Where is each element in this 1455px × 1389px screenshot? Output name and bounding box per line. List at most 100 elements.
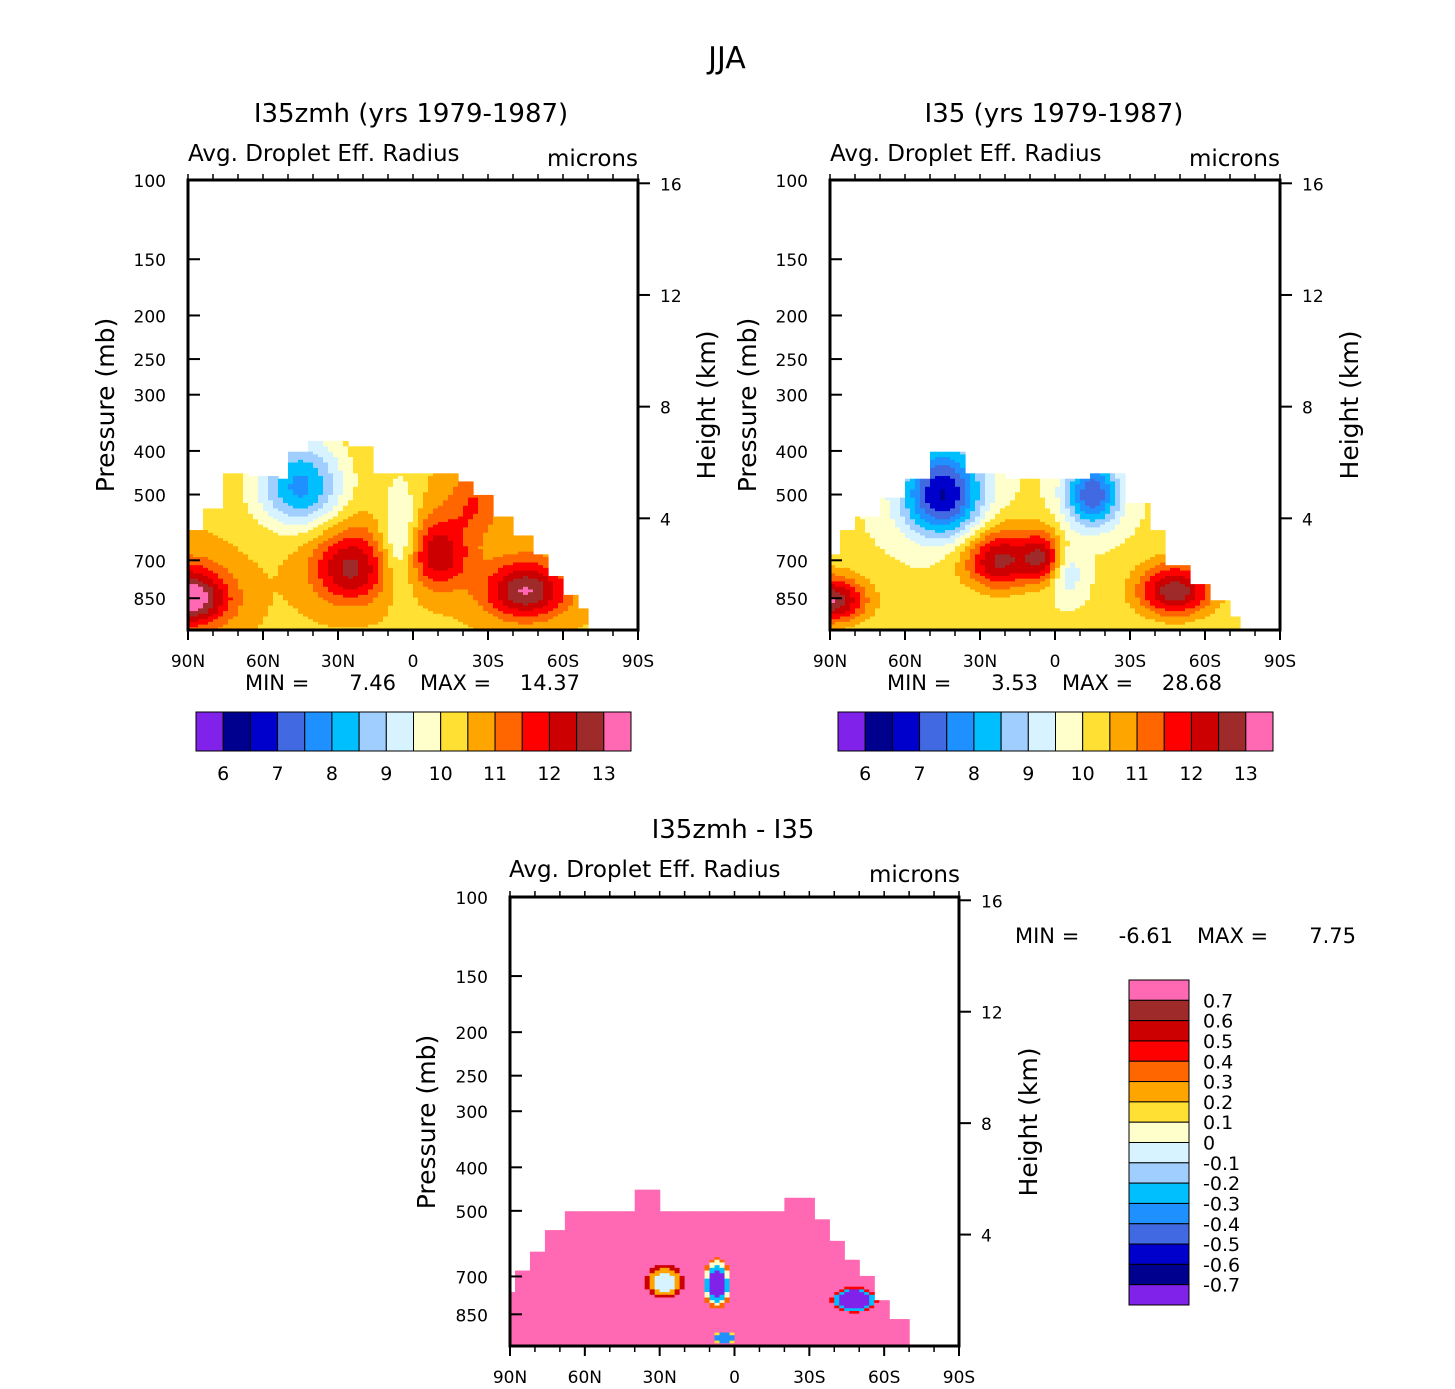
contour-cell: [213, 535, 219, 539]
contour-cell: [318, 578, 324, 582]
contour-cell: [895, 538, 901, 542]
contour-cell: [418, 592, 424, 596]
contour-cell: [553, 613, 559, 618]
contour-cell: [318, 546, 324, 550]
contour-cell: [885, 497, 891, 501]
contour-cell: [448, 481, 454, 485]
contour-cell: [303, 605, 309, 609]
contour-cell: [353, 597, 359, 601]
contour-cell: [920, 557, 926, 561]
contour-cell: [885, 594, 891, 599]
contour-cell: [358, 462, 364, 466]
contour-cell: [413, 532, 419, 537]
contour-cell: [458, 489, 464, 493]
contour-cell: [313, 503, 319, 507]
contour-cell: [428, 535, 434, 539]
contour-cell: [383, 584, 389, 588]
contour-cell: [463, 543, 469, 547]
contour-cell: [443, 481, 449, 485]
contour-cell: [253, 494, 259, 499]
contour-cell: [890, 548, 896, 553]
contour-cell: [318, 565, 324, 569]
contour-cell: [418, 540, 424, 545]
contour-cell: [398, 532, 404, 537]
contour-cell: [358, 492, 364, 496]
contour-cell: [483, 538, 489, 542]
contour-cell: [328, 451, 334, 456]
contour-cell: [438, 543, 444, 547]
colorbar-label: 11: [483, 763, 507, 785]
contour-cell: [875, 559, 881, 564]
contour-cell: [198, 600, 204, 604]
contour-cell: [238, 586, 244, 591]
contour-cell: [488, 619, 494, 623]
contour-cell: [203, 586, 209, 591]
contour-cell: [493, 540, 499, 545]
contour-cell: [293, 616, 299, 620]
contour-cell: [850, 611, 856, 615]
contour-cell: [238, 473, 244, 477]
contour-cell: [880, 581, 886, 585]
contour-cell: [243, 592, 249, 596]
contour-cell: [353, 619, 359, 623]
contour-cell: [373, 624, 379, 628]
contour-cell: [423, 575, 429, 580]
contour-cell: [408, 505, 414, 510]
contour-cell: [473, 530, 479, 534]
contour-cell: [433, 554, 439, 558]
contour-cell: [373, 602, 379, 607]
contour-cell: [483, 616, 489, 620]
contour-cell: [413, 513, 419, 518]
contour-cell: [213, 519, 219, 523]
contour-cell: [433, 613, 439, 618]
contour-cell: [273, 516, 279, 520]
y2-tick-label: 4: [660, 510, 671, 530]
contour-cell: [453, 508, 459, 512]
contour-cell: [443, 540, 449, 545]
contour-cell: [423, 562, 429, 566]
contour-cell: [458, 573, 464, 577]
contour-cell: [483, 540, 489, 545]
contour-cell: [518, 543, 524, 547]
contour-cell: [293, 535, 299, 539]
contour-cell: [263, 575, 269, 580]
contour-cell: [203, 605, 209, 609]
contour-cell: [438, 570, 444, 574]
contour-cell: [875, 581, 881, 585]
contour-cell: [358, 521, 364, 526]
contour-cell: [850, 559, 856, 564]
contour-cell: [353, 532, 359, 537]
contour-cell: [488, 589, 494, 593]
contour-cell: [378, 600, 384, 604]
contour-cell: [203, 511, 209, 515]
contour-cell: [193, 567, 199, 572]
contour-cell: [258, 600, 264, 604]
contour-cell: [343, 611, 349, 615]
contour-cell: [448, 613, 454, 618]
contour-cell: [473, 586, 479, 591]
contour-cell: [208, 511, 214, 515]
contour-cell: [298, 516, 304, 520]
contour-cell: [443, 578, 449, 582]
contour-cell: [233, 575, 239, 580]
contour-cell: [468, 624, 474, 628]
contour-cell: [493, 521, 499, 526]
contour-cell: [348, 592, 354, 596]
contour-cell: [403, 594, 409, 599]
contour-cell: [408, 478, 414, 483]
contour-cell: [213, 592, 219, 596]
contour-cell: [358, 454, 364, 458]
contour-cell: [388, 473, 394, 477]
contour-cell: [193, 573, 199, 577]
contour-cell: [468, 621, 474, 626]
contour-cell: [433, 516, 439, 520]
contour-cell: [403, 613, 409, 618]
contour-cell: [368, 535, 374, 539]
contour-cell: [920, 559, 926, 564]
contour-cell: [268, 519, 274, 523]
contour-cell: [348, 457, 354, 461]
contour-cell: [358, 446, 364, 450]
contour-cell: [293, 600, 299, 604]
contour-cell: [468, 519, 474, 523]
contour-cell: [213, 594, 219, 599]
